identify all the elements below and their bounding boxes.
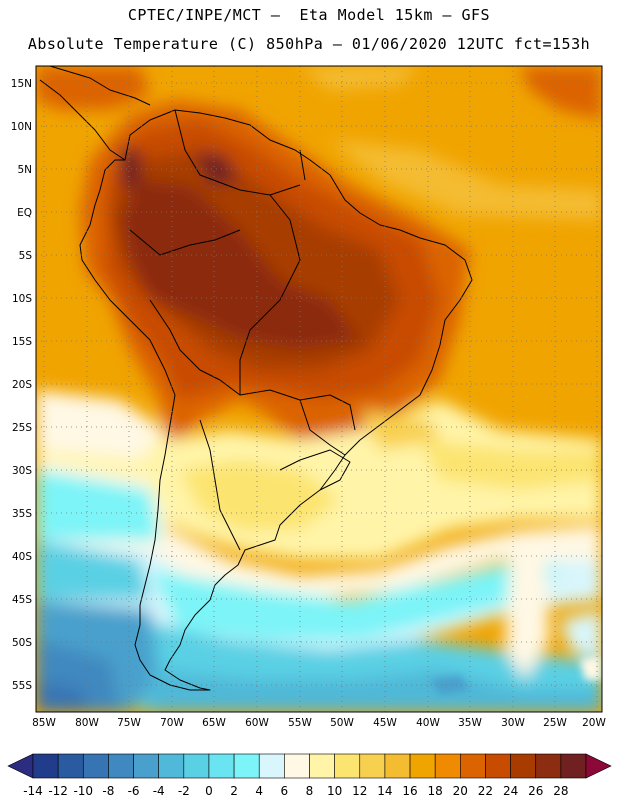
colorbar-label: 26 bbox=[528, 784, 543, 798]
colorbar-label: 14 bbox=[377, 784, 392, 798]
lon-label: 75W bbox=[117, 717, 141, 729]
lat-label: 30S bbox=[12, 465, 32, 477]
colorbar-swatch bbox=[183, 753, 210, 779]
colorbar-high-arrow bbox=[585, 753, 612, 779]
colorbar-label: 8 bbox=[306, 784, 314, 798]
lat-label: 40S bbox=[12, 551, 32, 563]
colorbar-label: 2 bbox=[230, 784, 238, 798]
colorbar-label: -8 bbox=[102, 784, 114, 798]
colorbar-label: 24 bbox=[503, 784, 518, 798]
lat-label: 55S bbox=[12, 680, 32, 692]
lon-label: 60W bbox=[245, 717, 269, 729]
lat-label: 20S bbox=[12, 379, 32, 391]
colorbar-label: -12 bbox=[48, 784, 68, 798]
colorbar-low-arrow bbox=[7, 753, 34, 779]
colorbar-swatch bbox=[258, 753, 285, 779]
colorbar-label: -4 bbox=[153, 784, 165, 798]
lat-label: EQ bbox=[17, 207, 32, 219]
lat-label: 25S bbox=[12, 422, 32, 434]
lon-label: 20W bbox=[582, 717, 606, 729]
lon-label: 80W bbox=[75, 717, 99, 729]
colorbar-swatch bbox=[233, 753, 260, 779]
colorbar-label: 22 bbox=[478, 784, 493, 798]
longitude-labels: 85W 80W 75W 70W 65W 60W 55W 50W 45W 40W … bbox=[32, 717, 606, 729]
colorbar-swatch bbox=[158, 753, 185, 779]
colorbar-label: 4 bbox=[255, 784, 263, 798]
colorbar-label: -14 bbox=[23, 784, 43, 798]
lon-label: 85W bbox=[32, 717, 56, 729]
lat-label: 5N bbox=[17, 164, 32, 176]
colorbar-label: 16 bbox=[402, 784, 417, 798]
lat-label: 50S bbox=[12, 637, 32, 649]
lon-label: 55W bbox=[288, 717, 312, 729]
colorbar-label: 0 bbox=[205, 784, 213, 798]
lon-label: 30W bbox=[501, 717, 525, 729]
colorbar-swatch bbox=[82, 753, 109, 779]
colorbar-swatch bbox=[309, 753, 335, 779]
lat-label: 45S bbox=[12, 594, 32, 606]
colorbar-label: 6 bbox=[281, 784, 289, 798]
colorbar-label: 12 bbox=[352, 784, 367, 798]
colorbar-swatch bbox=[208, 753, 235, 779]
chart-title-line2: Absolute Temperature (C) 850hPa – 01/06/… bbox=[27, 35, 591, 53]
lat-label: 5S bbox=[19, 250, 33, 262]
colorbar-label: 20 bbox=[453, 784, 468, 798]
colorbar-label: 18 bbox=[428, 784, 443, 798]
lat-label: 10S bbox=[12, 293, 32, 305]
colorbar-swatch bbox=[384, 753, 411, 779]
lon-label: 70W bbox=[160, 717, 184, 729]
temperature-field bbox=[36, 66, 602, 712]
colorbar-label: 28 bbox=[553, 784, 568, 798]
colorbar: -14 -12 -10 -8 -6 -4 -2 0 2 4 6 8 10 12 14 16 18 20 22 24 26… bbox=[7, 753, 612, 798]
colorbar-swatch bbox=[32, 753, 59, 779]
colorbar-label: -10 bbox=[73, 784, 93, 798]
colorbar-swatch bbox=[409, 753, 436, 779]
colorbar-label: 10 bbox=[327, 784, 342, 798]
colorbar-label: -2 bbox=[178, 784, 190, 798]
lon-label: 50W bbox=[330, 717, 354, 729]
colorbar-swatch bbox=[284, 753, 310, 779]
colorbar-swatch bbox=[535, 753, 562, 779]
lat-label: 15S bbox=[12, 336, 32, 348]
colorbar-swatch bbox=[510, 753, 537, 779]
colorbar-swatch bbox=[133, 753, 159, 779]
colorbar-swatch bbox=[460, 753, 486, 779]
lat-label: 10N bbox=[11, 121, 32, 133]
colorbar-swatch bbox=[434, 753, 461, 779]
chart-title-line1: CPTEC/INPE/MCT – Eta Model 15km – GFS bbox=[127, 6, 491, 24]
lon-label: 65W bbox=[202, 717, 226, 729]
lon-label: 45W bbox=[373, 717, 397, 729]
coastlines bbox=[39, 66, 473, 691]
colorbar-swatch bbox=[334, 753, 361, 779]
lat-label: 15N bbox=[11, 78, 32, 90]
colorbar-swatch bbox=[108, 753, 134, 779]
latitude-labels: 15N 10N 5N EQ 5S 10S 15S 20S 25S 30S 35S… bbox=[11, 78, 33, 692]
map-frame bbox=[35, 65, 603, 713]
colorbar-swatch bbox=[359, 753, 386, 779]
lon-label: 25W bbox=[543, 717, 567, 729]
colorbar-swatch bbox=[485, 753, 511, 779]
lat-label: 35S bbox=[12, 508, 32, 520]
colorbar-swatch bbox=[560, 753, 587, 779]
lon-label: 35W bbox=[458, 717, 482, 729]
lon-label: 40W bbox=[416, 717, 440, 729]
colorbar-label: -6 bbox=[128, 784, 140, 798]
colorbar-swatch bbox=[57, 753, 84, 779]
